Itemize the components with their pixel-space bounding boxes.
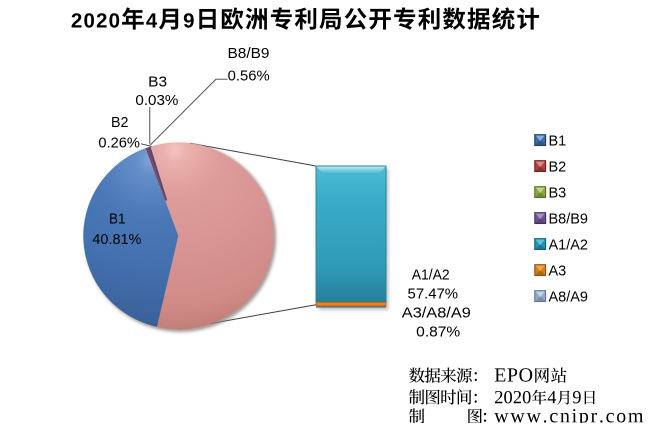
svg-text:A3/A8/A9: A3/A8/A9	[402, 305, 471, 321]
svg-text:0.26%: 0.26%	[98, 136, 140, 152]
svg-text:A1/A2: A1/A2	[412, 268, 450, 284]
svg-text:B2: B2	[549, 159, 567, 175]
svg-text:0.03%: 0.03%	[135, 93, 178, 109]
svg-text:57.47%: 57.47%	[408, 286, 459, 302]
svg-text:B3: B3	[549, 185, 567, 201]
svg-text:40.81%: 40.81%	[92, 232, 141, 248]
svg-text:B8/B9: B8/B9	[549, 211, 589, 227]
svg-text:B8/B9: B8/B9	[228, 46, 270, 62]
svg-text:0.56%: 0.56%	[228, 69, 270, 85]
svg-text:0.87%: 0.87%	[416, 324, 460, 340]
svg-text:A8/A9: A8/A9	[549, 289, 589, 305]
svg-text:B1: B1	[549, 133, 567, 149]
svg-text:B1: B1	[109, 212, 126, 228]
svg-text:B2: B2	[111, 115, 129, 131]
svg-text:A3: A3	[549, 263, 567, 279]
svg-text:A1/A2: A1/A2	[549, 237, 589, 253]
svg-text:B3: B3	[148, 74, 167, 90]
